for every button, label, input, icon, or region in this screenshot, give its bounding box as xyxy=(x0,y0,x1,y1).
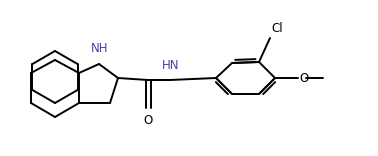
Text: O: O xyxy=(143,114,153,127)
Text: Cl: Cl xyxy=(271,22,283,35)
Text: HN: HN xyxy=(162,59,180,72)
Text: NH: NH xyxy=(91,42,109,55)
Text: O: O xyxy=(299,71,308,85)
